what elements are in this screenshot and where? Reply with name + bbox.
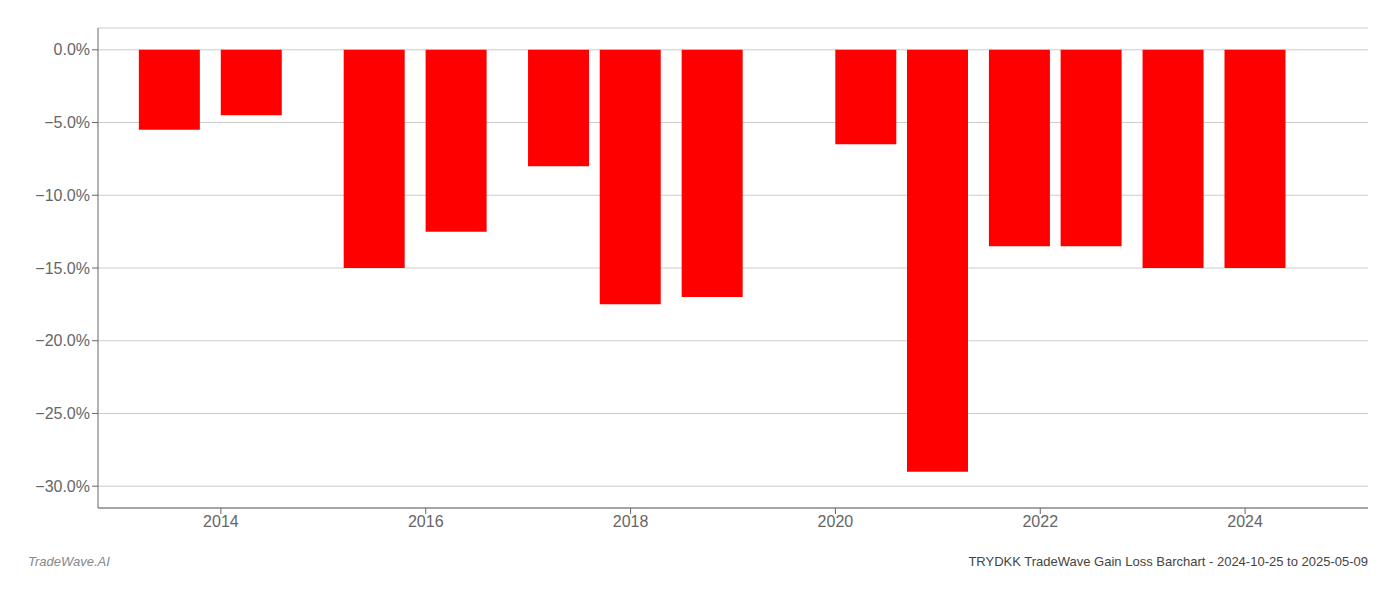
svg-text:−25.0%: −25.0% — [35, 405, 90, 422]
svg-text:2014: 2014 — [203, 513, 239, 530]
svg-text:2020: 2020 — [818, 513, 854, 530]
svg-text:2024: 2024 — [1227, 513, 1263, 530]
svg-text:0.0%: 0.0% — [54, 41, 90, 58]
svg-text:−5.0%: −5.0% — [44, 114, 90, 131]
svg-text:−20.0%: −20.0% — [35, 332, 90, 349]
svg-text:2022: 2022 — [1022, 513, 1058, 530]
html-text:TRYDKK TradeWave Gain Loss Bar: TRYDKK TradeWave Gain Loss Barchart - 20… — [968, 554, 1368, 569]
svg-text:2018: 2018 — [613, 513, 649, 530]
svg-text:2016: 2016 — [408, 513, 444, 530]
svg-text:−30.0%: −30.0% — [35, 478, 90, 495]
svg-text:−15.0%: −15.0% — [35, 260, 90, 277]
html-text:TradeWave.AI: TradeWave.AI — [28, 554, 110, 569]
svg-text:−10.0%: −10.0% — [35, 187, 90, 204]
